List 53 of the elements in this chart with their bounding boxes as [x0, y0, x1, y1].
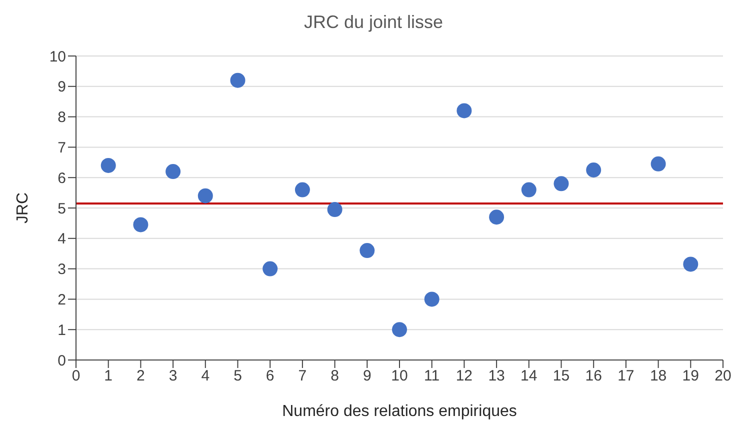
x-tick-label: 8 — [330, 368, 339, 385]
x-tick-label: 1 — [104, 368, 113, 385]
point — [327, 202, 342, 218]
point — [294, 182, 310, 198]
y-tick-label: 3 — [58, 261, 66, 278]
x-tick-label: 20 — [714, 368, 732, 385]
x-tick-label: 17 — [618, 368, 634, 385]
x-tick-label: 16 — [585, 368, 602, 385]
x-tick-label: 3 — [168, 368, 178, 385]
x-tick-label: 4 — [201, 368, 210, 385]
x-tick-label: 10 — [391, 368, 408, 385]
x-tick-label: 11 — [424, 368, 440, 385]
point — [166, 164, 181, 180]
x-tick-label: 7 — [298, 368, 307, 385]
x-tick-label: 12 — [456, 368, 473, 385]
x-tick-label: 13 — [488, 368, 505, 385]
y-tick-label: 0 — [58, 352, 66, 370]
point — [392, 322, 407, 338]
point — [360, 243, 375, 258]
point — [456, 103, 472, 118]
point — [133, 217, 148, 232]
y-tick-label: 8 — [58, 109, 66, 126]
point — [230, 72, 246, 88]
point — [198, 188, 213, 204]
point — [554, 176, 569, 192]
y-axis-title: JRC — [14, 192, 32, 224]
x-tick-label: 14 — [520, 368, 538, 385]
point — [586, 162, 602, 178]
x-tick-label: 6 — [266, 368, 274, 385]
x-tick-label: 15 — [552, 368, 570, 385]
point — [100, 158, 116, 173]
point — [521, 182, 536, 198]
point — [650, 156, 666, 172]
x-tick-label: 19 — [682, 368, 699, 385]
y-tick-label: 7 — [58, 140, 66, 157]
x-tick-label: 0 — [72, 368, 80, 385]
point — [262, 261, 278, 276]
point — [683, 256, 698, 272]
y-tick-label: 4 — [58, 230, 66, 248]
y-tick-label: 10 — [49, 48, 66, 66]
y-tick-label: 5 — [58, 200, 66, 218]
y-tick-label: 9 — [58, 78, 66, 96]
y-tick-label: 1 — [58, 322, 66, 339]
x-tick-label: 9 — [362, 368, 372, 385]
point — [489, 210, 504, 225]
y-tick-label: 2 — [58, 292, 66, 309]
x-tick-label: 18 — [650, 368, 667, 385]
chart-title: JRC du joint lisse — [302, 11, 444, 34]
x-tick-label: 5 — [234, 368, 242, 385]
y-tick-label: 6 — [58, 170, 66, 187]
point — [424, 292, 440, 307]
x-axis-title: Numéro des relations empiriques — [282, 403, 517, 420]
x-tick-label: 2 — [136, 368, 145, 385]
